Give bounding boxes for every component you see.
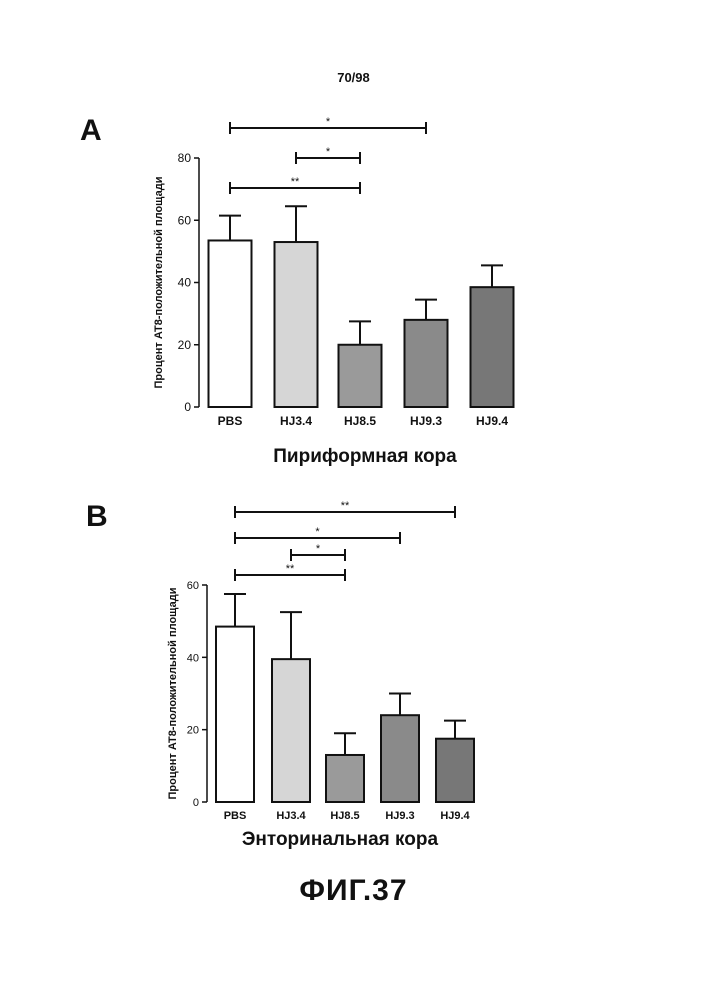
chart-b-category-label: PBS [224, 810, 247, 822]
chart-b-significance-label: ** [341, 500, 350, 512]
chart-a-y-tick-label: 80 [178, 151, 192, 165]
chart-a-significance-label: ** [291, 176, 300, 188]
chart-a-y-tick-label: 60 [178, 213, 192, 227]
chart-a-y-axis-title: Процент AT8-положительной площади [153, 177, 165, 389]
chart-a-category-label: HJ9.4 [476, 414, 508, 428]
chart-b-y-tick-label: 20 [187, 725, 199, 737]
chart-b-significance-label: ** [286, 563, 295, 575]
chart-b-y-tick-label: 60 [187, 580, 199, 592]
chart-b-x-axis-title: Энторинальная кора [242, 829, 439, 850]
chart-a-bar-hj9-4 [469, 286, 515, 409]
chart-a-y-tick-label: 40 [178, 276, 192, 290]
chart-b-category-label: HJ9.3 [385, 810, 414, 822]
chart-b-bar-hj8-5 [325, 753, 365, 804]
chart-b-category-label: HJ9.4 [440, 810, 470, 822]
chart-a-category-label: HJ9.3 [410, 414, 442, 428]
chart-a-category-label: PBS [218, 414, 243, 428]
chart-a-significance-label: * [326, 116, 331, 128]
panel-label-a: A [80, 114, 102, 147]
chart-a-category-label: HJ8.5 [344, 414, 376, 428]
chart-b-bar-hj9-4 [435, 737, 475, 803]
chart-a-category-label: HJ3.4 [280, 414, 312, 428]
chart-b-bar-hj3-4 [271, 658, 311, 803]
page-number: 70/98 [337, 70, 370, 85]
chart-b-bar-hj9-3 [380, 714, 420, 804]
chart-b-y-tick-label: 0 [193, 797, 199, 809]
chart-b-significance-label: * [316, 543, 321, 555]
chart-a-bar-hj3-4 [273, 241, 319, 408]
chart-b-significance-label: * [315, 526, 320, 538]
chart-a-y-tick-label: 20 [178, 338, 192, 352]
chart-b-y-tick-label: 40 [187, 652, 199, 664]
chart-b-category-label: HJ8.5 [330, 810, 359, 822]
chart-a-significance-label: * [326, 146, 331, 158]
chart-b-category-label: HJ3.4 [276, 810, 306, 822]
chart-b-bar-pbs [215, 625, 255, 804]
chart-a-y-tick-label: 0 [184, 400, 191, 414]
chart-a-x-axis-title: Пириформная кора [273, 446, 457, 467]
chart-b-y-axis-title: Процент AT8-положительной площади [167, 588, 179, 800]
panel-label-b: B [86, 500, 108, 533]
figure-caption: ФИГ.37 [299, 874, 408, 907]
